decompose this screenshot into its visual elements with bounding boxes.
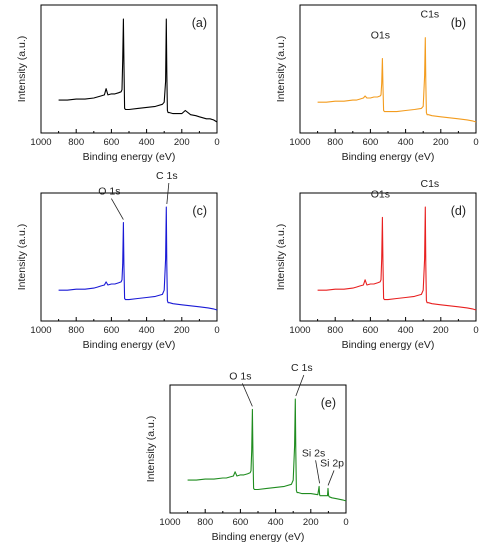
peak-label: O1s <box>371 30 390 42</box>
x-tick-label: 200 <box>433 137 449 148</box>
x-axis-title: Binding energy (eV) <box>212 531 305 543</box>
chart-panel-5: 1000 800 600 400 200 0 Binding energy (eV) Inte… <box>145 362 349 543</box>
spectrum-line <box>187 398 347 502</box>
panel-label: (a) <box>192 16 207 30</box>
peak-label: C1s <box>420 9 439 21</box>
x-tick-label: 0 <box>473 137 478 148</box>
spectrum-line <box>317 206 477 311</box>
x-tick-label: 1000 <box>289 137 310 148</box>
peak-label: O 1s <box>229 370 251 382</box>
x-tick-label: 800 <box>68 325 84 336</box>
x-tick-label: 0 <box>473 325 478 336</box>
peak-arrow <box>327 470 335 486</box>
plot-frame <box>40 192 218 322</box>
peak-arrow <box>111 198 124 220</box>
peak-label: O1s <box>371 188 390 200</box>
peak-label: O1s <box>112 0 131 2</box>
y-axis-title: Intensity (a.u.) <box>16 224 28 291</box>
peak-label: C 1s <box>291 362 313 374</box>
x-axis-title: Binding energy (eV) <box>342 151 435 163</box>
x-tick-label: 800 <box>68 137 84 148</box>
peak-arrow <box>295 374 305 397</box>
chart-panel-2: 1000 800 600 400 200 0 Binding energy (eV) Inte… <box>275 4 479 163</box>
x-tick-label: 400 <box>268 517 284 528</box>
chart-panel-1: 1000 800 600 400 200 0 Binding energy (eV) Inte… <box>16 0 220 163</box>
panel-label: (b) <box>451 16 466 30</box>
peak-label: O 1s <box>98 186 120 198</box>
chart-panel-3: 1000 800 600 400 200 0 Binding energy (eV) Inte… <box>16 170 220 351</box>
x-tick-label: 1000 <box>30 137 51 148</box>
panel-label: (c) <box>192 204 207 218</box>
y-axis-title: Intensity (a.u.) <box>275 36 287 103</box>
y-axis-title: Intensity (a.u.) <box>275 224 287 291</box>
x-axis-title: Binding energy (eV) <box>83 339 176 351</box>
x-axis-title: Binding energy (eV) <box>83 151 176 163</box>
x-tick-label: 400 <box>139 325 155 336</box>
x-tick-label: 800 <box>327 325 343 336</box>
x-tick-label: 400 <box>398 137 414 148</box>
x-tick-label: 600 <box>362 137 378 148</box>
spectrum-line <box>317 37 477 123</box>
panel-label: (d) <box>451 204 466 218</box>
peak-arrow <box>315 460 320 484</box>
plot-frame <box>299 4 477 134</box>
x-tick-label: 1000 <box>159 517 180 528</box>
x-tick-label: 0 <box>214 137 219 148</box>
x-tick-label: 600 <box>103 325 119 336</box>
x-tick-label: 200 <box>433 325 449 336</box>
peak-label: C1s <box>161 0 180 2</box>
peak-arrow <box>242 383 253 407</box>
y-axis-title: Intensity (a.u.) <box>16 36 28 103</box>
x-tick-label: 600 <box>362 325 378 336</box>
x-tick-label: 1000 <box>30 325 51 336</box>
x-tick-label: 200 <box>303 517 319 528</box>
x-tick-label: 600 <box>103 137 119 148</box>
x-tick-label: 800 <box>197 517 213 528</box>
x-tick-label: 800 <box>327 137 343 148</box>
x-tick-label: 1000 <box>289 325 310 336</box>
spectrum-line <box>58 206 218 311</box>
x-tick-label: 400 <box>398 325 414 336</box>
x-tick-label: 200 <box>174 137 190 148</box>
x-tick-label: 600 <box>232 517 248 528</box>
peak-label: Si 2p <box>320 457 344 469</box>
chart-panel-4: 1000 800 600 400 200 0 Binding energy (eV) Inte… <box>275 178 479 351</box>
plot-frame <box>40 4 218 134</box>
x-axis-title: Binding energy (eV) <box>342 339 435 351</box>
peak-label: Si 2s <box>302 447 325 459</box>
panel-label: (e) <box>321 396 336 410</box>
plot-frame <box>299 192 477 322</box>
peak-arrow <box>166 182 170 205</box>
peak-label: C1s <box>420 178 439 190</box>
x-tick-label: 400 <box>139 137 155 148</box>
x-tick-label: 200 <box>174 325 190 336</box>
peak-label: C 1s <box>156 170 178 182</box>
x-tick-label: 0 <box>343 517 348 528</box>
x-tick-label: 0 <box>214 325 219 336</box>
spectrum-line <box>58 18 218 123</box>
y-axis-title: Intensity (a.u.) <box>145 416 157 483</box>
